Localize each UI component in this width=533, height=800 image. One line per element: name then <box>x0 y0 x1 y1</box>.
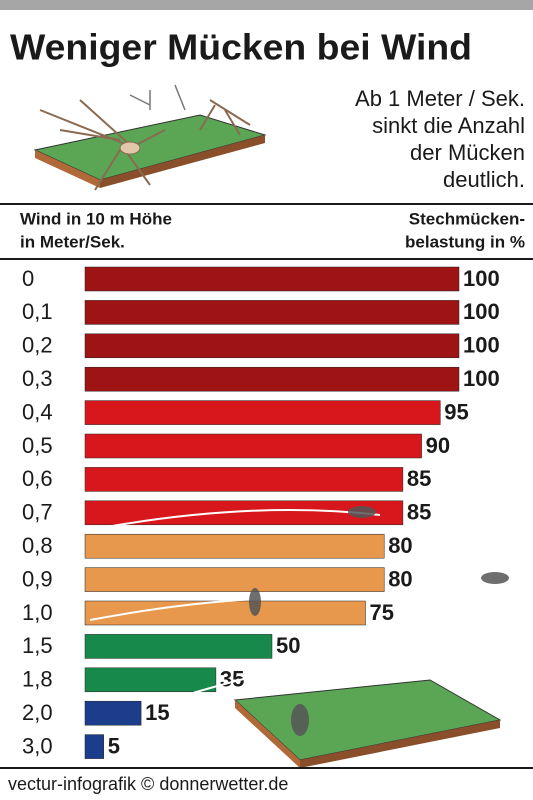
x-axis-label: belastung in % <box>405 232 525 251</box>
value-label: 85 <box>407 500 431 525</box>
bar <box>84 266 460 292</box>
y-tick-label: 0,6 <box>22 466 53 491</box>
bar <box>84 634 273 659</box>
chart-title: Weniger Mücken bei Wind <box>10 27 472 68</box>
y-tick-label: 0,3 <box>22 366 53 391</box>
annotation-line: Ab 1 Meter / Sek. <box>355 86 525 111</box>
value-label: 100 <box>463 266 500 291</box>
annotation-line: deutlich. <box>443 167 525 192</box>
value-label: 85 <box>407 466 431 491</box>
y-tick-label: 0 <box>22 266 34 291</box>
bar <box>84 400 441 425</box>
bar <box>84 300 460 325</box>
y-tick-label: 0,1 <box>22 299 53 324</box>
annotation-line: sinkt die Anzahl <box>372 113 525 138</box>
value-label: 95 <box>444 399 468 424</box>
y-tick-label: 0,2 <box>22 333 53 358</box>
bar <box>84 467 404 492</box>
y-tick-label: 2,0 <box>22 700 53 725</box>
x-axis-label: Stechmücken- <box>409 209 525 228</box>
y-tick-label: 0,4 <box>22 399 53 424</box>
bar <box>84 567 385 592</box>
value-label: 100 <box>463 366 500 391</box>
bar <box>84 366 460 392</box>
value-label: 50 <box>276 633 300 658</box>
bar <box>84 734 104 759</box>
y-tick-label: 1,8 <box>22 667 53 692</box>
bar <box>84 533 385 559</box>
y-tick-label: 0,7 <box>22 500 53 525</box>
top-band <box>0 0 533 10</box>
value-label: 80 <box>388 533 412 558</box>
value-label: 15 <box>145 700 169 725</box>
bar <box>84 433 422 459</box>
value-label: 100 <box>463 299 500 324</box>
illustration <box>33 84 267 191</box>
value-label: 75 <box>370 600 394 625</box>
bar <box>84 600 366 626</box>
y-tick-label: 1,0 <box>22 600 53 625</box>
bar <box>84 333 460 359</box>
bar <box>84 667 217 693</box>
y-tick-label: 3,0 <box>22 733 53 758</box>
y-tick-label: 1,5 <box>22 633 53 658</box>
y-tick-label: 0,8 <box>22 533 53 558</box>
source: vectur-infografik © donnerwetter.de <box>8 774 288 794</box>
y-tick-label: 0,5 <box>22 433 53 458</box>
value-label: 5 <box>108 733 120 758</box>
value-label: 100 <box>463 333 500 358</box>
illustration <box>89 506 509 768</box>
y-axis-label: Wind in 10 m Höhe <box>20 209 172 228</box>
value-label: 90 <box>426 433 450 458</box>
y-axis-label: in Meter/Sek. <box>20 232 125 251</box>
bar <box>84 700 142 726</box>
annotation-line: der Mücken <box>410 140 525 165</box>
value-label: 80 <box>388 566 412 591</box>
y-tick-label: 0,9 <box>22 566 53 591</box>
